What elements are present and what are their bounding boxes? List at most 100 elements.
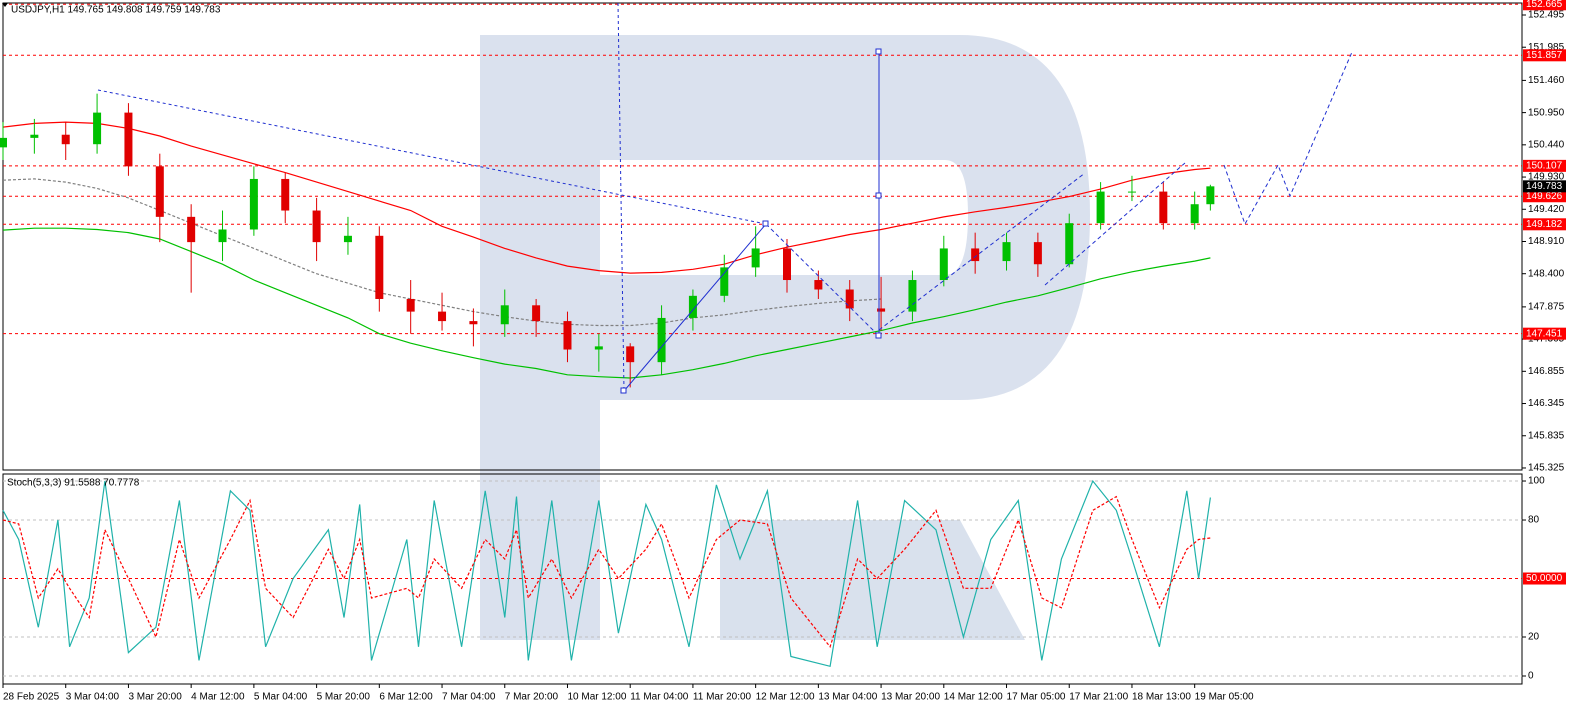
node bbox=[875, 332, 882, 339]
series-line bbox=[2, 227, 1211, 379]
candle-body bbox=[971, 248, 980, 262]
candle-body bbox=[939, 248, 948, 281]
candle-body bbox=[1190, 204, 1199, 224]
channel-bottom bbox=[1044, 162, 1186, 286]
y-tick-label: 149.930 bbox=[1528, 172, 1565, 183]
y-tick-label: 145.835 bbox=[1528, 430, 1565, 441]
candle-body bbox=[500, 305, 509, 325]
candle-body bbox=[1096, 191, 1105, 224]
menu-arrow[interactable] bbox=[2, 3, 8, 7]
candle-body bbox=[124, 112, 133, 167]
x-tick-label: 3 Mar 20:00 bbox=[128, 692, 182, 703]
candle-body bbox=[563, 321, 572, 350]
y-tick-label: 147.875 bbox=[1528, 302, 1565, 313]
x-tick-label: 11 Mar 04:00 bbox=[630, 692, 689, 703]
y-tick-label: 0 bbox=[1528, 671, 1534, 682]
x-tick-label: 11 Mar 20:00 bbox=[693, 692, 752, 703]
candle-body bbox=[469, 321, 478, 325]
last-price-box bbox=[1523, 180, 1566, 193]
candle-body bbox=[155, 166, 164, 217]
x-tick-label: 10 Mar 12:00 bbox=[567, 692, 626, 703]
candle-body bbox=[1033, 242, 1042, 265]
series-line bbox=[2, 479, 1211, 668]
x-tick-label: 7 Mar 04:00 bbox=[442, 692, 496, 703]
x-tick-label: 4 Mar 12:00 bbox=[191, 692, 245, 703]
candle-body bbox=[1002, 242, 1011, 262]
y-tick-label: 152.495 bbox=[1528, 10, 1565, 21]
candle-body bbox=[249, 178, 258, 230]
drawings bbox=[97, 2, 1353, 394]
y-tick-label: 149.420 bbox=[1528, 204, 1565, 215]
y-tick-label: 148.910 bbox=[1528, 236, 1565, 247]
price-frame bbox=[2, 2, 1523, 471]
candle-body bbox=[1206, 186, 1215, 205]
candle-body bbox=[908, 280, 917, 312]
candle-body bbox=[93, 112, 102, 145]
candle-body bbox=[594, 346, 603, 350]
x-tick-label: 13 Mar 20:00 bbox=[881, 692, 940, 703]
candle-body bbox=[218, 229, 227, 243]
watermark-leg bbox=[720, 520, 1025, 640]
y-tick-label: 150.440 bbox=[1528, 139, 1565, 150]
candle-body bbox=[1159, 191, 1168, 224]
x-tick-label: 12 Mar 12:00 bbox=[756, 692, 815, 703]
level-label-box bbox=[1523, 159, 1566, 172]
candle-body bbox=[0, 137, 7, 148]
candle-body bbox=[814, 280, 823, 290]
level-label-box bbox=[1523, 49, 1566, 62]
y-tick-label: 100 bbox=[1528, 476, 1545, 487]
candle-body bbox=[845, 289, 854, 309]
level-label-box bbox=[1523, 190, 1566, 203]
series-line bbox=[2, 121, 1211, 274]
wave-dashed bbox=[765, 223, 880, 337]
level-label: 152.665 bbox=[1526, 0, 1563, 10]
level-label: 149.626 bbox=[1526, 191, 1563, 202]
x-tick-label: 14 Mar 12:00 bbox=[944, 692, 1003, 703]
last-price-label: 149.783 bbox=[1526, 181, 1563, 192]
candle-body bbox=[783, 248, 791, 281]
level-label-box bbox=[1523, 0, 1566, 11]
watermark bbox=[480, 35, 1090, 640]
x-tick-label: 5 Mar 20:00 bbox=[317, 692, 371, 703]
y-tick-label: 20 bbox=[1528, 632, 1540, 643]
node bbox=[762, 220, 769, 227]
candle-body bbox=[657, 317, 666, 363]
x-tick-label: 7 Mar 20:00 bbox=[505, 692, 559, 703]
x-tick-label: 3 Mar 04:00 bbox=[66, 692, 120, 703]
wave-line bbox=[623, 223, 767, 392]
level-label: 150.107 bbox=[1526, 161, 1563, 172]
y-tick-label: 151.985 bbox=[1528, 42, 1565, 53]
x-tick-label: 19 Mar 05:00 bbox=[1195, 692, 1254, 703]
x-tick-label: 18 Mar 13:00 bbox=[1132, 692, 1191, 703]
level-label-box bbox=[1523, 572, 1566, 585]
y-tick-label: 145.325 bbox=[1528, 463, 1565, 474]
candle-body bbox=[406, 298, 415, 312]
candle-body bbox=[343, 235, 352, 243]
y-tick-label: 80 bbox=[1528, 515, 1540, 526]
x-tick-label: 17 Mar 21:00 bbox=[1069, 692, 1128, 703]
stoch-title: Stoch(5,3,3) 91.5588 70.7778 bbox=[7, 478, 140, 489]
channel-top bbox=[878, 172, 1086, 331]
price-title: USDJPY,H1 149.765 149.808 149.759 149.78… bbox=[11, 5, 221, 16]
x-tick-label: 28 Feb 2025 bbox=[3, 692, 60, 703]
x-tick-label: 17 Mar 05:00 bbox=[1007, 692, 1066, 703]
x-tick-label: 13 Mar 04:00 bbox=[818, 692, 877, 703]
level-label: 147.451 bbox=[1526, 328, 1563, 339]
candle-body bbox=[438, 311, 447, 322]
node bbox=[620, 387, 627, 394]
candle-body bbox=[688, 295, 697, 318]
level-label: 149.182 bbox=[1526, 219, 1563, 230]
y-tick-label: 146.855 bbox=[1528, 366, 1565, 377]
candle-body bbox=[877, 308, 886, 312]
level-label-box bbox=[1523, 327, 1566, 340]
y-tick-label: 150.950 bbox=[1528, 107, 1565, 118]
watermark-bowl bbox=[480, 35, 1090, 640]
level-label-box bbox=[1523, 218, 1566, 231]
y-tick-label: 146.345 bbox=[1528, 398, 1565, 409]
marks: 28 Feb 2025 3 Mar 04:00 3 Mar 20:00 4 Mar 1… bbox=[0, 0, 1566, 703]
vertical-dashed bbox=[617, 2, 625, 392]
level-label: 151.857 bbox=[1526, 50, 1563, 61]
y-tick-label: 151.460 bbox=[1528, 75, 1565, 86]
